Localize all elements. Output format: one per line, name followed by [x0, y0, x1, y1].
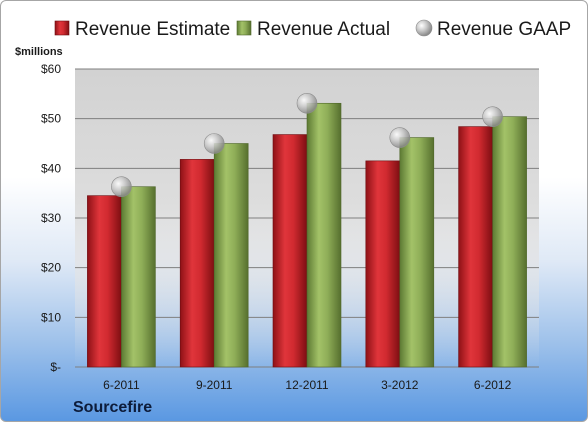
bar-revenue-estimate: [87, 195, 122, 368]
point-revenue-gaap: [389, 127, 411, 148]
x-tick-label: 9-2011: [196, 378, 233, 392]
legend-label: Revenue GAAP: [437, 19, 571, 40]
y-tick-label: $50: [41, 112, 61, 126]
bar-revenue-actual: [213, 143, 249, 368]
y-tick-label: $30: [41, 211, 61, 225]
x-tick-label: 3-2012: [381, 378, 419, 392]
y-tick-label: $10: [41, 310, 61, 324]
x-axis: 6-2011 9-2011 12-2011 3-2012 6-2012: [103, 378, 511, 392]
y-tick-label: $40: [41, 161, 61, 175]
legend-swatch: [236, 20, 252, 36]
bar-revenue-actual: [306, 102, 342, 368]
x-tick-label: 12-2011: [285, 378, 328, 392]
bar-revenue-estimate: [458, 126, 493, 368]
y-tick-label: $-: [50, 360, 61, 374]
gaap-points: [111, 92, 503, 198]
company-label: Sourcefire: [73, 399, 152, 416]
bar-revenue-estimate: [365, 160, 401, 368]
bar-revenue-actual: [121, 186, 156, 368]
y-axis: $- $10 $20 $30 $40 $50 $60: [41, 62, 61, 374]
bars: [87, 102, 527, 368]
legend-label: Revenue Estimate: [75, 19, 230, 40]
unit-label: $millions: [15, 46, 63, 58]
legend-label: Revenue Actual: [257, 19, 390, 40]
bar-revenue-actual: [399, 137, 435, 368]
y-tick-label: $60: [41, 62, 61, 76]
legend: Revenue Estimate Revenue Actual Revenue GA…: [54, 19, 571, 40]
x-tick-label: 6-2011: [103, 378, 140, 392]
point-revenue-gaap: [111, 176, 132, 198]
bar-revenue-actual: [492, 116, 527, 368]
point-revenue-gaap: [296, 92, 318, 114]
bar-revenue-estimate: [179, 159, 215, 368]
point-revenue-gaap: [203, 133, 225, 154]
legend-swatch: [54, 20, 70, 36]
bar-revenue-estimate: [272, 134, 308, 368]
x-tick-label: 6-2012: [474, 378, 512, 392]
point-revenue-gaap: [482, 106, 503, 127]
legend-swatch: [415, 19, 433, 37]
y-tick-label: $20: [41, 261, 61, 275]
